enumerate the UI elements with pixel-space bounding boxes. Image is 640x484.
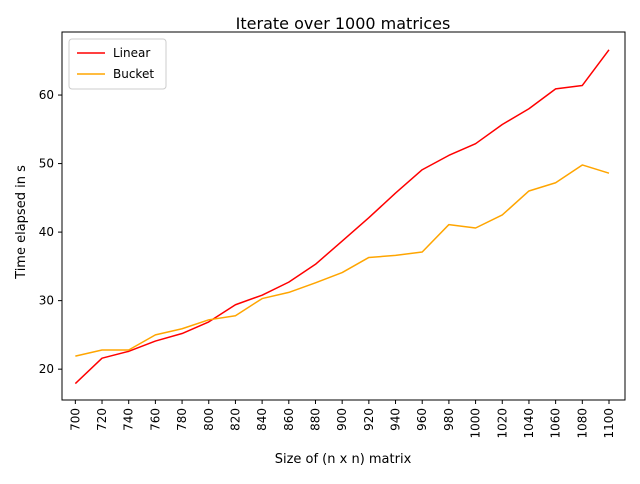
x-tick-label: 1000 — [469, 408, 483, 439]
x-tick-label: 1080 — [575, 408, 589, 439]
y-tick-label: 30 — [39, 294, 54, 308]
plot-frame — [61, 31, 626, 401]
x-tick-label: 740 — [122, 408, 136, 431]
legend-box — [68, 38, 167, 90]
x-tick-label: 1020 — [495, 408, 509, 439]
y-tick-label: 40 — [39, 225, 54, 239]
x-tick-label: 940 — [389, 408, 403, 431]
legend-label-bucket: Bucket — [113, 67, 154, 81]
x-tick-label: 800 — [202, 408, 216, 431]
x-tick-label: 840 — [255, 408, 269, 431]
x-tick-label: 1040 — [522, 408, 536, 439]
series-line-bucket — [75, 164, 610, 357]
x-tick-label: 1060 — [549, 408, 563, 439]
legend-label-linear: Linear — [113, 46, 150, 60]
x-tick-label: 760 — [148, 408, 162, 431]
x-tick-label: 700 — [68, 408, 82, 431]
y-tick-label: 50 — [39, 157, 54, 171]
series-line-linear — [74, 49, 610, 385]
x-tick-label: 980 — [442, 408, 456, 431]
x-tick-label: 960 — [415, 408, 429, 431]
x-tick-label: 780 — [175, 408, 189, 431]
chart-title: Iterate over 1000 matrices — [236, 14, 451, 33]
x-tick-label: 920 — [362, 408, 376, 431]
x-axis-label: Size of (n x n) matrix — [275, 452, 412, 467]
x-tick-label: 720 — [95, 408, 109, 431]
x-tick-label: 860 — [282, 408, 296, 431]
x-tick-label: 880 — [308, 408, 322, 431]
x-tick-label: 1100 — [602, 408, 616, 439]
x-tick-label: 900 — [335, 408, 349, 431]
plot-area: 700 720 740 760 780 800 820 840 860 880 900 920 940 9… — [39, 31, 626, 439]
x-tick-label: 820 — [228, 408, 242, 431]
y-tick-label: 20 — [39, 362, 54, 376]
y-tick-label: 60 — [39, 88, 54, 102]
y-axis-label: Time elapsed in s — [14, 165, 29, 280]
